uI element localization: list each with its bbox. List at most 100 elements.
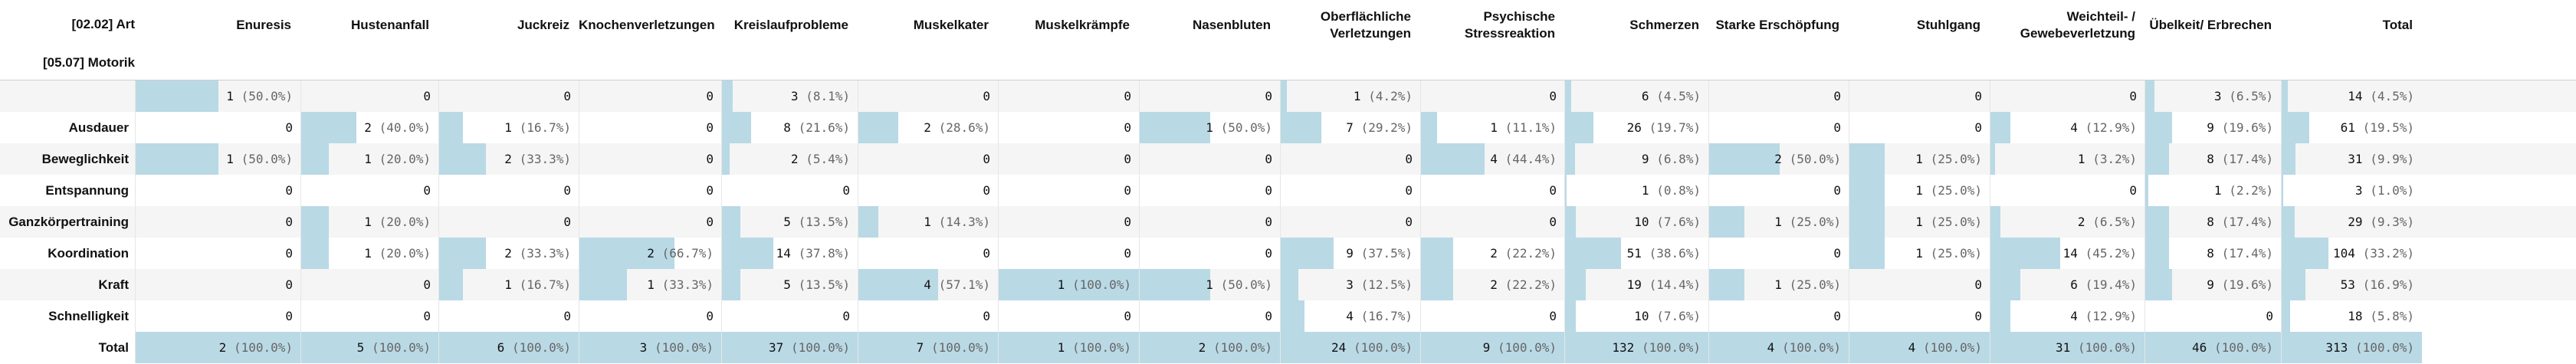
percentage-bar bbox=[1281, 300, 1304, 332]
column-header[interactable]: Enuresis bbox=[135, 17, 291, 34]
cell-value: 8 (17.4%) bbox=[2207, 238, 2273, 269]
cell-count: 1 bbox=[226, 152, 234, 166]
cell-percent: (20.0%) bbox=[379, 215, 431, 229]
cell-percent: (100.0%) bbox=[233, 340, 293, 355]
table-cell: 1 (25.0%) bbox=[1849, 206, 1990, 238]
cell-value: 0 bbox=[1124, 112, 1131, 143]
percentage-bar bbox=[2282, 175, 2283, 206]
column-header[interactable]: Knochenverletzungen bbox=[579, 17, 715, 34]
cell-value: 0 bbox=[1265, 238, 1272, 269]
cell-value: 14 (45.2%) bbox=[2063, 238, 2137, 269]
table-cell: 0 bbox=[135, 269, 300, 300]
table-cell: 1 (14.3%) bbox=[858, 206, 998, 238]
table-cell: 2 (6.5%) bbox=[1990, 206, 2144, 238]
column-header[interactable]: Schmerzen bbox=[1564, 17, 1699, 34]
table-row: Kraft 0 0 1 (16.7%) 1 (33.3%) 5 (13.5%) 4 (57.… bbox=[0, 269, 2576, 300]
cell-percent: (25.0%) bbox=[1930, 215, 1982, 229]
percentage-bar bbox=[301, 238, 329, 269]
cell-count: 0 bbox=[1124, 89, 1131, 103]
row-label: Koordination bbox=[48, 246, 129, 261]
column-header[interactable]: Muskelkrämpfe bbox=[998, 17, 1130, 34]
percentage-bar bbox=[722, 112, 751, 143]
cell-count: 5 bbox=[356, 340, 365, 355]
cell-value: 1 (20.0%) bbox=[364, 238, 431, 269]
table-cell: 1 (2.2%) bbox=[2144, 175, 2281, 206]
column-header[interactable]: Kreislaufprobleme bbox=[721, 17, 848, 34]
cell-count: 2 bbox=[1774, 152, 1782, 166]
percentage-bar bbox=[439, 112, 463, 143]
cell-count: 46 bbox=[2192, 340, 2207, 355]
cell-value: 8 (17.4%) bbox=[2207, 206, 2273, 238]
column-header[interactable]: Juckreiz bbox=[438, 17, 569, 34]
cell-count: 0 bbox=[563, 183, 571, 198]
column-variable-title: [02.02] Art bbox=[71, 17, 135, 31]
cell-value: 0 bbox=[563, 80, 571, 112]
column-header[interactable]: Nasenbluten bbox=[1139, 17, 1271, 34]
cell-percent: (50.0%) bbox=[241, 152, 293, 166]
column-header[interactable]: Muskelkater bbox=[858, 17, 989, 34]
cell-percent: (5.8%) bbox=[2370, 309, 2414, 323]
cell-value: 0 bbox=[1833, 300, 1841, 332]
cell-count: 14 bbox=[2348, 89, 2363, 103]
table-cell: 0 bbox=[998, 112, 1139, 143]
column-header[interactable]: Starke Erschöpfung bbox=[1708, 17, 1839, 34]
percentage-bar bbox=[722, 332, 858, 363]
cell-count: 0 bbox=[1833, 120, 1841, 135]
cell-percent: (12.9%) bbox=[2085, 120, 2137, 135]
cell-count: 31 bbox=[2348, 152, 2363, 166]
percentage-bar bbox=[999, 269, 1139, 300]
cell-value: 0 bbox=[423, 80, 431, 112]
cell-count: 1 bbox=[1915, 183, 1923, 198]
cell-value: 31 (9.9%) bbox=[2348, 143, 2414, 175]
cell-percent: (66.7%) bbox=[661, 246, 714, 261]
table-cell: 1 (20.0%) bbox=[300, 238, 438, 269]
cell-value: 0 bbox=[563, 206, 571, 238]
percentage-bar bbox=[2145, 238, 2169, 269]
cell-count: 3 bbox=[2213, 89, 2222, 103]
cell-value: 9 (6.8%) bbox=[1642, 143, 1701, 175]
column-header[interactable]: Stuhlgang bbox=[1849, 17, 1980, 34]
percentage-bar bbox=[1990, 269, 2020, 300]
cell-value: 2 (22.2%) bbox=[1490, 238, 1557, 269]
cell-percent: (28.6%) bbox=[938, 120, 990, 135]
cell-percent: (37.5%) bbox=[1360, 246, 1413, 261]
cell-value: 1 (20.0%) bbox=[364, 143, 431, 175]
cell-value: 9 (19.6%) bbox=[2207, 112, 2273, 143]
cell-count: 0 bbox=[563, 89, 571, 103]
table-cell: 0 bbox=[998, 175, 1139, 206]
cell-value: 5 (13.5%) bbox=[783, 206, 850, 238]
column-header[interactable]: Psychische Stressreaktion bbox=[1420, 8, 1555, 42]
column-header[interactable]: Total bbox=[2281, 17, 2413, 34]
column-header[interactable]: Weichteil- / Gewebeverletzung bbox=[1990, 8, 2135, 42]
column-header[interactable]: Hustenanfall bbox=[300, 17, 429, 34]
table-cell: 2 (22.2%) bbox=[1420, 238, 1564, 269]
cell-percent: (3.2%) bbox=[2092, 152, 2137, 166]
table-cell: 1 (20.0%) bbox=[300, 206, 438, 238]
cell-value: 0 bbox=[1833, 238, 1841, 269]
table-cell: 2 (33.3%) bbox=[438, 238, 579, 269]
cell-value: 2 (22.2%) bbox=[1490, 269, 1557, 300]
cell-value: 0 bbox=[563, 300, 571, 332]
table-cell: 0 bbox=[1139, 175, 1280, 206]
cell-percent: (100.0%) bbox=[1922, 340, 1982, 355]
cell-value: 0 bbox=[1549, 80, 1557, 112]
cell-value: 1 (50.0%) bbox=[226, 143, 293, 175]
cell-value: 1 (25.0%) bbox=[1915, 206, 1982, 238]
cell-percent: (50.0%) bbox=[241, 89, 293, 103]
column-header[interactable]: Übelkeit/ Erbrechen bbox=[2144, 17, 2272, 34]
table-cell: 0 bbox=[579, 112, 721, 143]
table-cell: 104 (33.2%) bbox=[2281, 238, 2422, 269]
table-cell: 0 bbox=[1420, 300, 1564, 332]
cell-count: 6 bbox=[2070, 277, 2078, 292]
cell-count: 0 bbox=[1549, 215, 1557, 229]
table-cell: 10 (7.6%) bbox=[1564, 300, 1708, 332]
cell-value: 0 bbox=[2129, 175, 2137, 206]
column-header-line: Stressreaktion bbox=[1464, 26, 1555, 41]
table-cell: 0 bbox=[135, 300, 300, 332]
cell-value: 0 bbox=[983, 175, 990, 206]
cell-percent: (6.5%) bbox=[2092, 215, 2137, 229]
cell-count: 31 bbox=[2056, 340, 2071, 355]
cell-count: 0 bbox=[706, 89, 714, 103]
table-cell: 0 bbox=[998, 238, 1139, 269]
column-header[interactable]: Oberflächliche Verletzungen bbox=[1280, 8, 1411, 42]
